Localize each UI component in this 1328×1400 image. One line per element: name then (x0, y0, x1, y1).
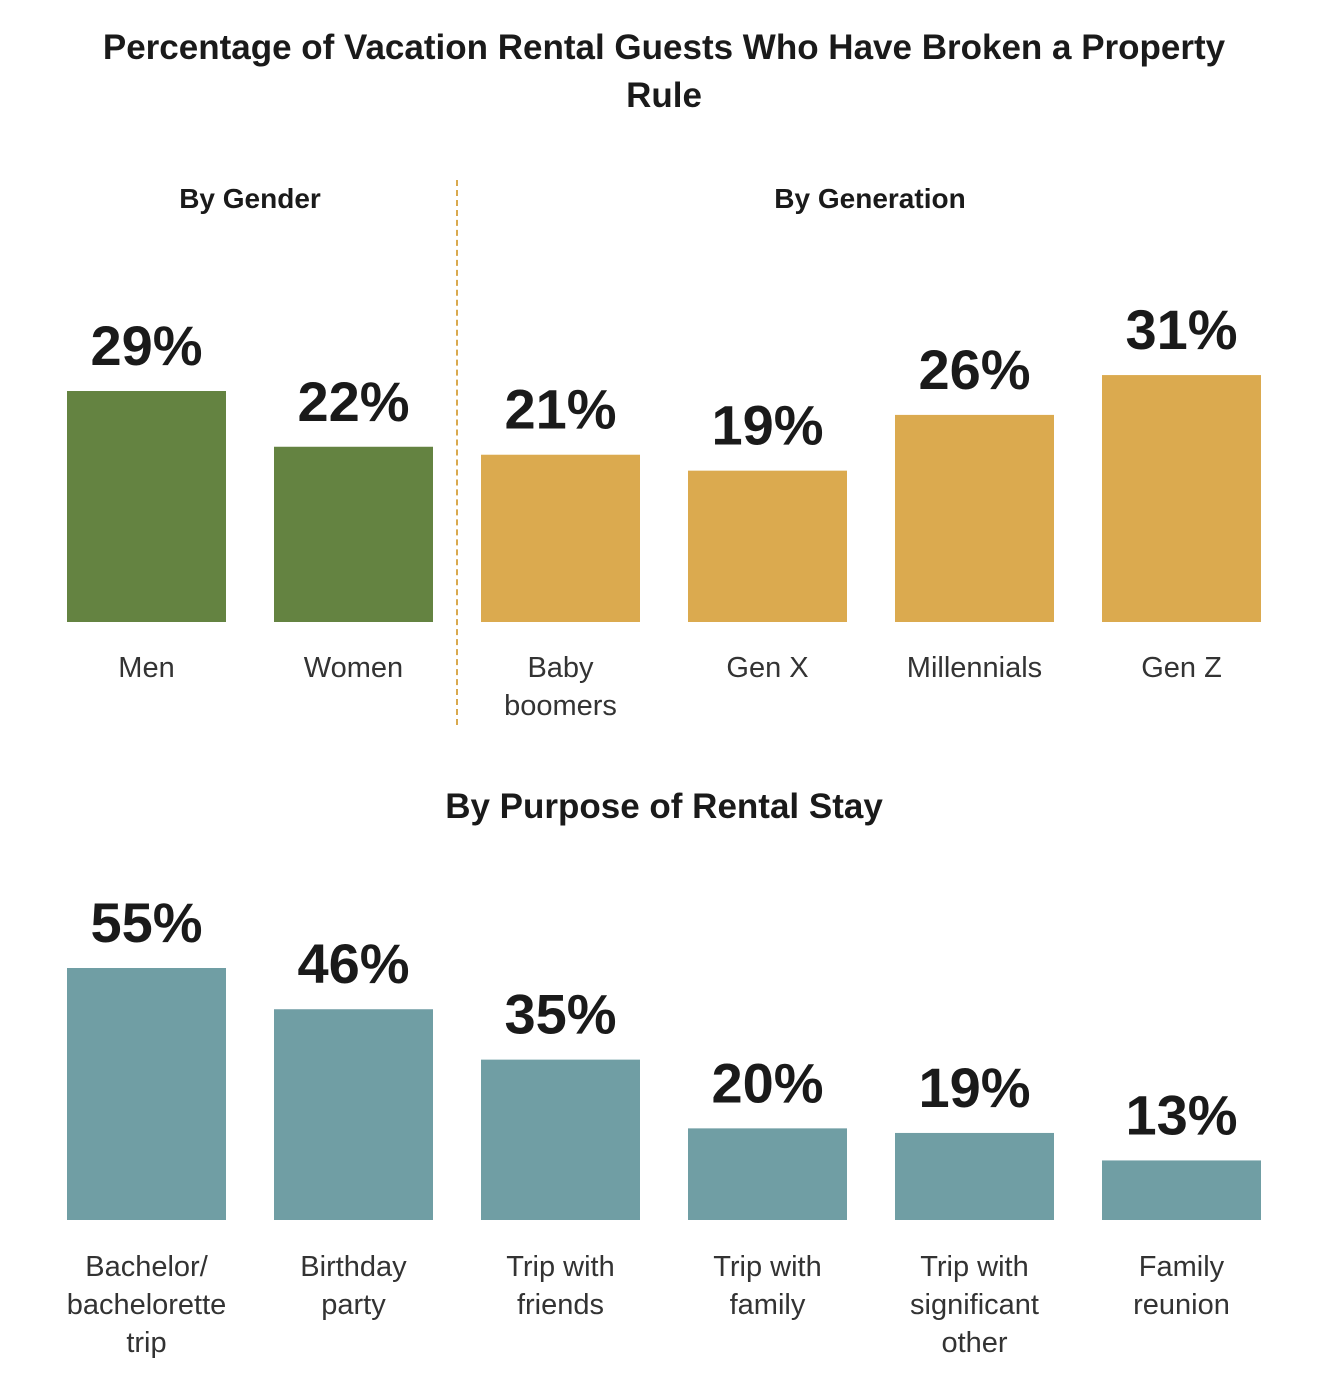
panel-title-generation: By Generation (774, 183, 966, 214)
purpose-category-label: Family reunion (1133, 1251, 1230, 1321)
generation-category-label: Millennials (907, 652, 1042, 684)
purpose-category-label-line: reunion (1133, 1289, 1230, 1321)
generation-value-label: 21% (504, 378, 616, 441)
generation-bar (895, 414, 1054, 622)
generation-value-label: 26% (918, 338, 1030, 401)
gender-series: 29% Men 22% Women (67, 314, 433, 684)
purpose-category-label-line: party (321, 1289, 386, 1321)
chart-title: Percentage of Vacation Rental Guests Who… (102, 28, 1226, 115)
purpose-bar (895, 1132, 1054, 1220)
gender-category-label-line: Men (118, 652, 174, 684)
purpose-category-label-line: bachelorette (67, 1289, 227, 1321)
gender-bar (274, 446, 433, 622)
panel-title-gender: By Gender (179, 183, 321, 214)
purpose-category-label: Trip with family (713, 1251, 822, 1321)
gender-value-label: 29% (90, 314, 202, 377)
generation-category-label-line: Millennials (907, 652, 1042, 684)
purpose-category-label-line: Trip with (713, 1251, 822, 1283)
purpose-category-label-line: Birthday (300, 1251, 407, 1283)
generation-value-label: 19% (711, 394, 823, 457)
purpose-category-label-line: significant (910, 1289, 1039, 1321)
purpose-category-label-line: family (730, 1289, 806, 1321)
purpose-category-label-line: Trip with (920, 1251, 1029, 1283)
gender-category-label: Women (304, 652, 403, 684)
purpose-category-label-line: Family (1139, 1251, 1225, 1283)
generation-bar (688, 470, 847, 622)
purpose-value-label: 19% (918, 1056, 1030, 1119)
purpose-value-label: 35% (504, 983, 616, 1046)
generation-category-label: Gen Z (1141, 652, 1222, 684)
purpose-bar (67, 968, 226, 1220)
gender-category-label-line: Women (304, 652, 403, 684)
generation-value-label: 31% (1125, 298, 1237, 361)
generation-category-label-line: Gen Z (1141, 652, 1222, 684)
purpose-value-label: 13% (1125, 1083, 1237, 1146)
purpose-category-label: Bachelor/bachelorette trip (67, 1251, 227, 1359)
purpose-category-label: Trip with friends (506, 1251, 615, 1321)
purpose-category-label: Trip with significant other (910, 1251, 1039, 1359)
purpose-series: 55% Bachelor/bachelorette trip 46% Birthday p… (67, 891, 1261, 1359)
purpose-value-label: 55% (90, 891, 202, 954)
purpose-value-label: 46% (297, 932, 409, 995)
generation-bar (1102, 375, 1261, 622)
gender-category-label: Men (118, 652, 174, 684)
generation-bar (481, 454, 640, 622)
purpose-category-label: Birthday party (300, 1251, 407, 1321)
purpose-category-label-line: other (941, 1327, 1007, 1359)
panel-title-purpose: By Purpose of Rental Stay (445, 787, 883, 826)
purpose-bar (1102, 1160, 1261, 1220)
generation-category-label-line: Baby (527, 652, 594, 684)
gender-value-label: 22% (297, 370, 409, 433)
generation-category-label: Gen X (726, 652, 808, 684)
purpose-value-label: 20% (711, 1051, 823, 1114)
generation-category-label-line: Gen X (726, 652, 808, 684)
purpose-bar (688, 1128, 847, 1220)
purpose-category-label-line: friends (517, 1289, 604, 1321)
gender-bar (67, 391, 226, 622)
purpose-bar (274, 1009, 433, 1220)
panel-divider (456, 180, 458, 725)
purpose-bar (481, 1059, 640, 1220)
purpose-category-label-line: trip (126, 1327, 166, 1359)
purpose-category-label-line: Bachelor/ (85, 1251, 208, 1283)
purpose-category-label-line: Trip with (506, 1251, 615, 1283)
generation-category-label: Baby boomers (504, 652, 617, 722)
generation-category-label-line: boomers (504, 690, 617, 722)
generation-series: 21% Baby boomers 19% Gen X 26% Millennials 31% G… (481, 298, 1261, 722)
